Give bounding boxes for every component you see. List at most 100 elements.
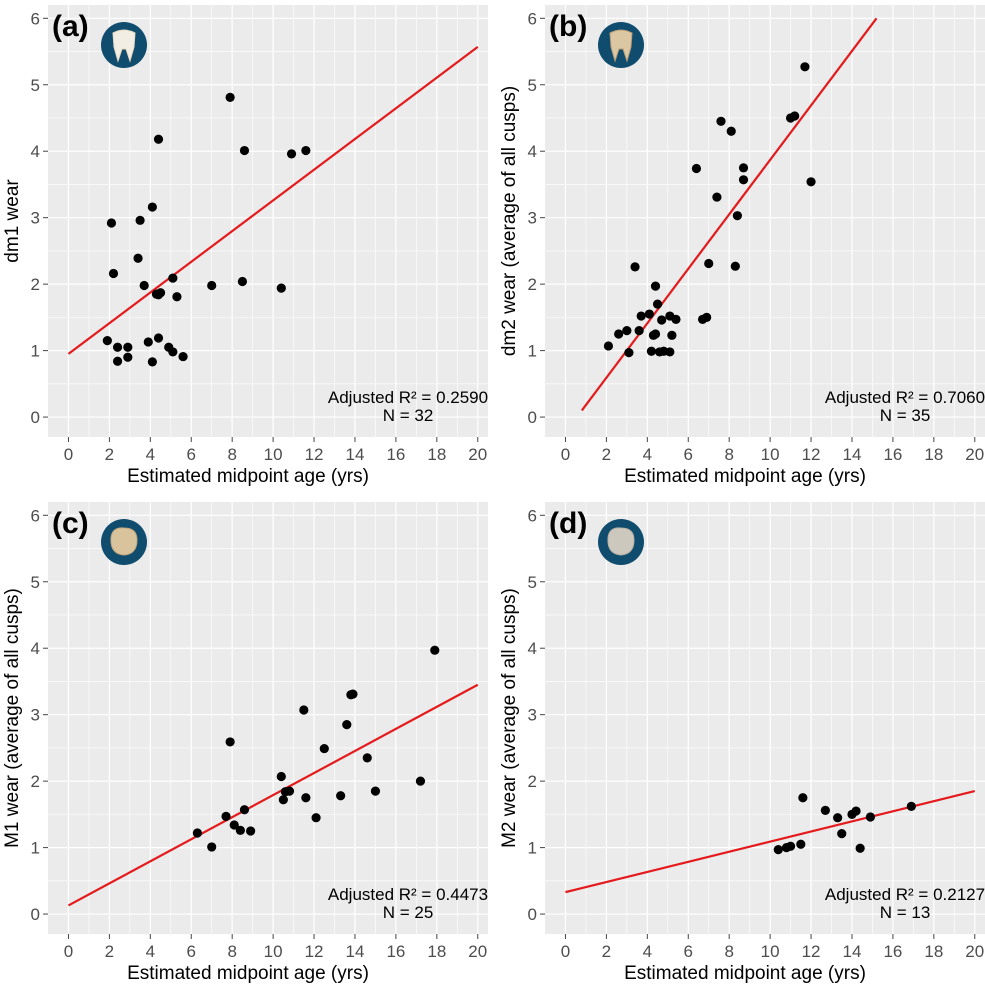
data-point [704,258,714,269]
data-point [207,280,217,291]
n-annotation: N = 13 [880,903,931,922]
data-point [624,347,634,358]
data-point [646,346,657,356]
data-point [172,292,182,302]
x-tick-label: 12 [305,942,324,961]
y-tick-label: 4 [31,142,40,161]
x-tick-label: 0 [64,942,73,961]
data-point [865,812,875,822]
data-point [336,791,346,801]
data-point [168,273,178,283]
data-point [278,795,288,805]
data-point [229,820,239,830]
data-point [738,175,749,185]
data-point [906,801,916,811]
data-point [135,215,145,225]
x-tick-label: 20 [468,445,487,464]
y-tick-label: 0 [528,408,537,427]
data-point [657,315,667,325]
data-point [796,839,806,849]
data-point [284,786,295,796]
x-tick-label: 16 [883,942,902,961]
data-point [671,314,681,324]
data-point [112,342,123,352]
r-squared-annotation: Adjusted R² = 0.2127 [825,885,985,904]
x-tick-label: 2 [602,942,611,961]
n-annotation: N = 25 [383,903,434,922]
y-tick-label: 2 [528,772,537,791]
data-point [652,299,663,309]
data-point [806,177,816,187]
data-point [225,737,235,747]
data-point [319,743,329,754]
x-axis-title: Estimated midpoint age (yrs) [127,466,369,487]
data-point [726,126,736,136]
x-tick-label: 14 [346,445,365,464]
data-point [855,843,865,853]
data-point [276,283,286,293]
data-point [702,312,712,322]
data-point [311,813,321,823]
x-tick-label: 6 [684,942,693,961]
data-point [370,786,381,796]
y-tick-label: 3 [528,209,537,228]
x-tick-label: 14 [843,942,862,961]
data-point [833,813,843,823]
r-squared-annotation: Adjusted R² = 0.4473 [328,885,488,904]
tooth-icon [101,519,147,565]
data-point [102,336,112,346]
data-point [851,806,861,816]
panel-label: (d) [549,507,587,540]
data-point [665,347,675,357]
data-point [239,805,250,815]
x-tick-label: 20 [965,445,984,464]
tooth-icon [598,22,644,68]
panel-label: (c) [52,507,89,540]
data-point [239,145,250,156]
data-point [153,333,164,343]
data-point [790,111,800,121]
y-axis-title: M1 wear (average of all cusps) [2,588,23,848]
y-tick-label: 0 [528,905,537,924]
data-point [225,92,235,102]
data-point [235,825,245,835]
panel-label: (b) [549,10,587,43]
y-tick-label: 4 [31,639,40,658]
data-point [650,329,661,339]
data-point [112,356,123,366]
x-tick-label: 10 [264,445,283,464]
data-point [691,163,702,174]
data-point [730,261,740,271]
data-point [299,705,309,715]
y-tick-label: 1 [528,342,537,361]
data-point [622,326,632,336]
data-point [246,826,256,836]
r-squared-annotation: Adjusted R² = 0.2590 [328,388,488,407]
r-squared-annotation: Adjusted R² = 0.7060 [825,388,985,407]
data-point [153,134,164,144]
data-point [712,192,722,202]
data-point [123,342,133,352]
x-tick-label: 10 [264,942,283,961]
plot-background [545,5,985,437]
data-point [667,330,677,340]
data-point [178,351,188,362]
x-tick-label: 14 [843,445,862,464]
data-point [820,805,830,815]
x-tick-label: 6 [684,445,693,464]
data-point [276,771,286,782]
y-tick-label: 6 [528,506,537,525]
x-tick-label: 4 [146,942,155,961]
y-tick-label: 0 [31,408,40,427]
data-point [301,145,311,156]
data-point [603,341,614,351]
y-tick-label: 2 [31,772,40,791]
x-tick-label: 2 [105,445,114,464]
y-tick-label: 5 [31,573,40,592]
data-point [634,326,644,336]
x-tick-label: 0 [561,942,570,961]
data-point [773,844,783,855]
panel-label: (a) [52,10,89,43]
